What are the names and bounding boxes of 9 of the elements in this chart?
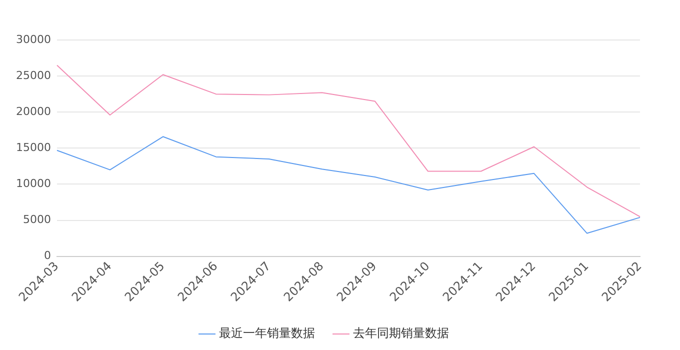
y-tick-label: 30000 [16,32,51,46]
y-tick-label: 10000 [16,177,51,190]
y-tick-label: 5000 [22,213,51,226]
y-tick-label: 15000 [16,141,51,154]
legend-label: 最近一年销量数据 [219,326,315,340]
y-tick-label: 0 [44,249,51,262]
y-tick-label: 20000 [16,104,51,118]
y-tick-label: 25000 [16,68,51,82]
legend-label: 去年同期销量数据 [353,326,449,340]
